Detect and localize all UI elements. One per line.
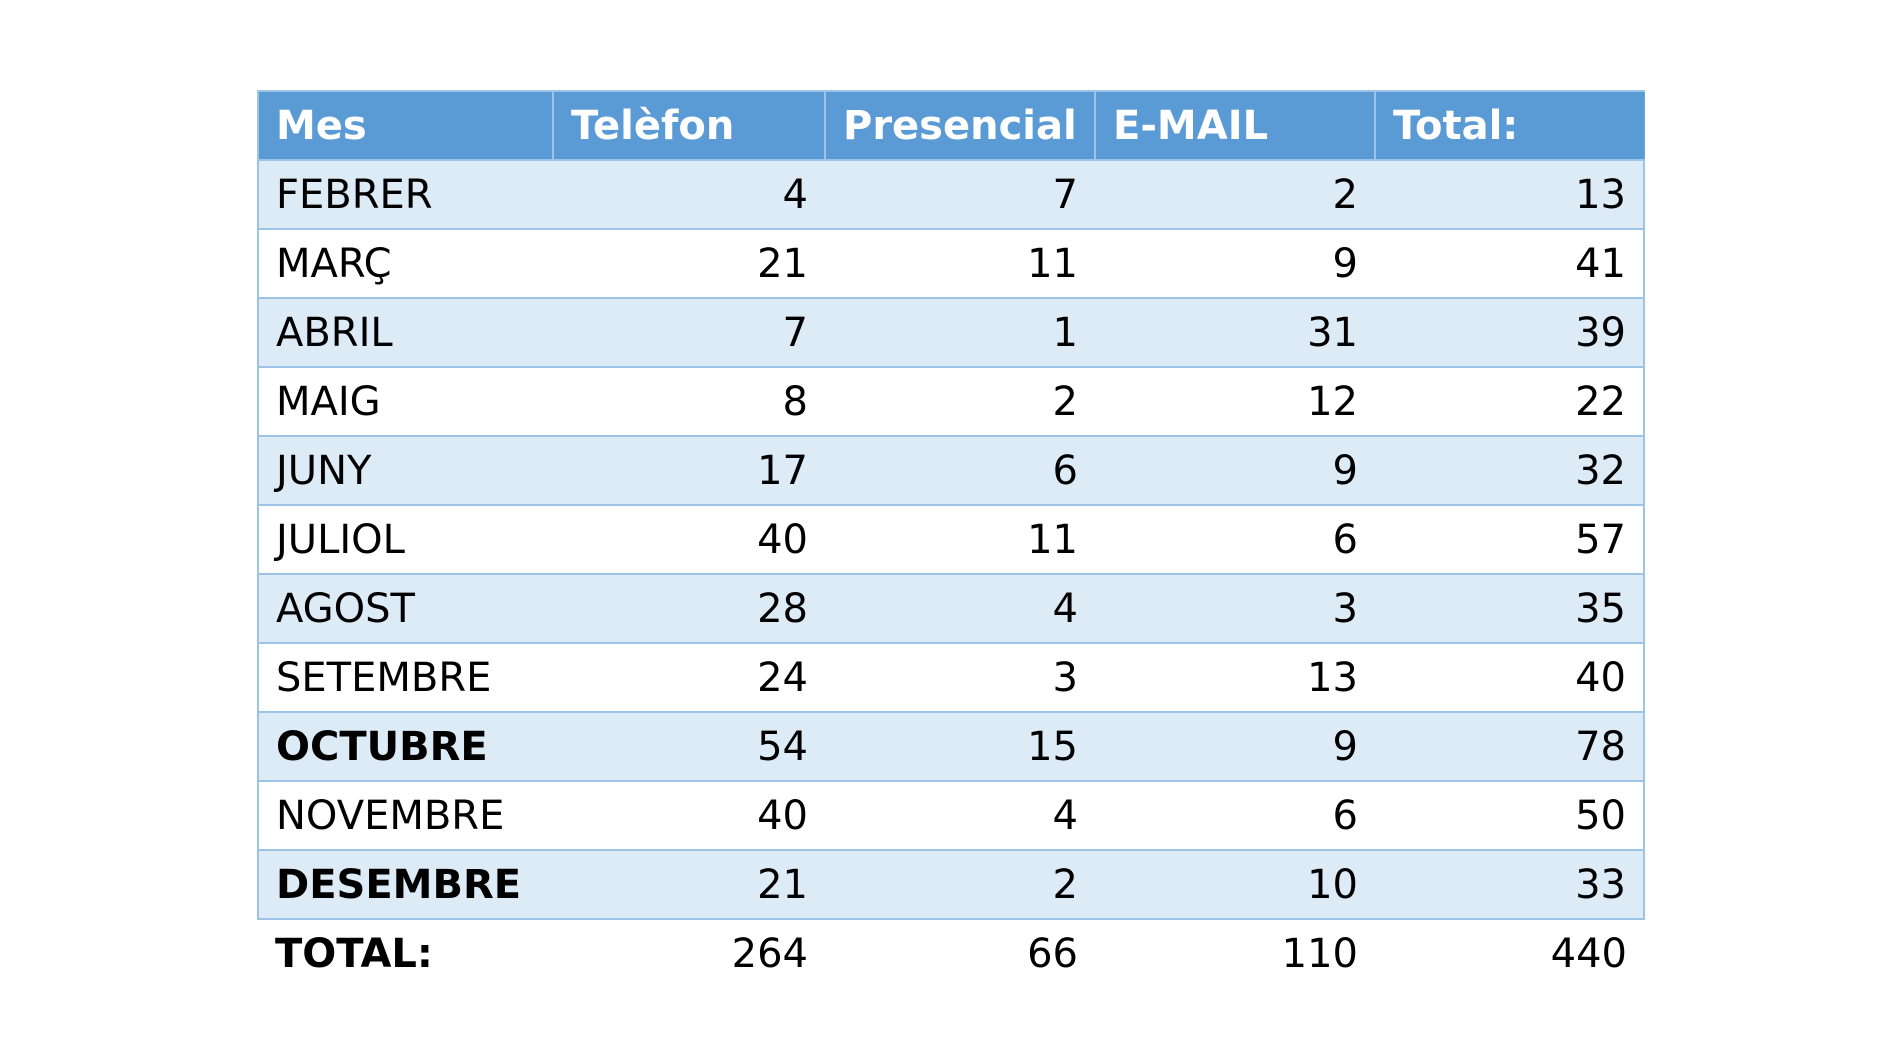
value-cell: 4 xyxy=(825,573,1095,644)
value-cell: 9 xyxy=(1095,711,1375,782)
header-cell: Presencial xyxy=(824,90,1096,161)
total-cell: 66 xyxy=(825,919,1095,988)
table-row: MARÇ 21 11 9 41 xyxy=(257,228,1645,299)
month-cell: JULIOL xyxy=(257,504,553,575)
value-cell: 10 xyxy=(1095,849,1375,920)
value-cell: 7 xyxy=(825,159,1095,230)
total-cell: 264 xyxy=(553,919,825,988)
value-cell: 12 xyxy=(1095,366,1375,437)
value-cell: 2 xyxy=(1095,159,1375,230)
table-row: OCTUBRE 54 15 9 78 xyxy=(257,711,1645,782)
value-cell: 24 xyxy=(553,642,825,713)
header-row: Mes Telèfon Presencial E-MAIL Total: xyxy=(257,90,1645,161)
value-cell: 78 xyxy=(1375,711,1645,782)
value-cell: 21 xyxy=(553,849,825,920)
header-cell: Telèfon xyxy=(552,90,826,161)
value-cell: 41 xyxy=(1375,228,1645,299)
value-cell: 17 xyxy=(553,435,825,506)
value-cell: 54 xyxy=(553,711,825,782)
table-row: AGOST 28 4 3 35 xyxy=(257,573,1645,644)
table-row: JUNY 17 6 9 32 xyxy=(257,435,1645,506)
value-cell: 28 xyxy=(553,573,825,644)
table-row: NOVEMBRE 40 4 6 50 xyxy=(257,780,1645,851)
value-cell: 11 xyxy=(825,504,1095,575)
value-cell: 7 xyxy=(553,297,825,368)
value-cell: 35 xyxy=(1375,573,1645,644)
month-cell: SETEMBRE xyxy=(257,642,553,713)
value-cell: 50 xyxy=(1375,780,1645,851)
table-row: DESEMBRE 21 2 10 33 xyxy=(257,849,1645,920)
value-cell: 31 xyxy=(1095,297,1375,368)
month-cell: DESEMBRE xyxy=(257,849,553,920)
value-cell: 40 xyxy=(553,780,825,851)
total-cell: 110 xyxy=(1095,919,1375,988)
month-cell: ABRIL xyxy=(257,297,553,368)
value-cell: 40 xyxy=(1375,642,1645,713)
value-cell: 6 xyxy=(1095,504,1375,575)
value-cell: 40 xyxy=(553,504,825,575)
table-row: SETEMBRE 24 3 13 40 xyxy=(257,642,1645,713)
value-cell: 9 xyxy=(1095,228,1375,299)
value-cell: 4 xyxy=(825,780,1095,851)
month-cell: MARÇ xyxy=(257,228,553,299)
value-cell: 2 xyxy=(825,366,1095,437)
value-cell: 9 xyxy=(1095,435,1375,506)
data-table: Mes Telèfon Presencial E-MAIL Total: FEBRER 4… xyxy=(257,90,1645,988)
value-cell: 13 xyxy=(1375,159,1645,230)
value-cell: 1 xyxy=(825,297,1095,368)
table-row: FEBRER 4 7 2 13 xyxy=(257,159,1645,230)
month-cell: NOVEMBRE xyxy=(257,780,553,851)
value-cell: 15 xyxy=(825,711,1095,782)
header-cell: Total: xyxy=(1374,90,1645,161)
value-cell: 13 xyxy=(1095,642,1375,713)
value-cell: 39 xyxy=(1375,297,1645,368)
value-cell: 33 xyxy=(1375,849,1645,920)
month-cell: JUNY xyxy=(257,435,553,506)
header-cell: Mes xyxy=(257,90,554,161)
value-cell: 6 xyxy=(1095,780,1375,851)
value-cell: 32 xyxy=(1375,435,1645,506)
month-cell: AGOST xyxy=(257,573,553,644)
total-cell: 440 xyxy=(1375,919,1644,988)
value-cell: 6 xyxy=(825,435,1095,506)
total-label: TOTAL: xyxy=(258,919,553,988)
month-cell: MAIG xyxy=(257,366,553,437)
value-cell: 21 xyxy=(553,228,825,299)
month-cell: FEBRER xyxy=(257,159,553,230)
header-cell: E-MAIL xyxy=(1094,90,1376,161)
total-row: TOTAL: 264 66 110 440 xyxy=(258,919,1644,988)
value-cell: 11 xyxy=(825,228,1095,299)
table-row: JULIOL 40 11 6 57 xyxy=(257,504,1645,575)
value-cell: 3 xyxy=(825,642,1095,713)
value-cell: 2 xyxy=(825,849,1095,920)
value-cell: 22 xyxy=(1375,366,1645,437)
value-cell: 8 xyxy=(553,366,825,437)
value-cell: 57 xyxy=(1375,504,1645,575)
value-cell: 3 xyxy=(1095,573,1375,644)
table-row: MAIG 8 2 12 22 xyxy=(257,366,1645,437)
month-cell: OCTUBRE xyxy=(257,711,553,782)
value-cell: 4 xyxy=(553,159,825,230)
table-row: ABRIL 7 1 31 39 xyxy=(257,297,1645,368)
